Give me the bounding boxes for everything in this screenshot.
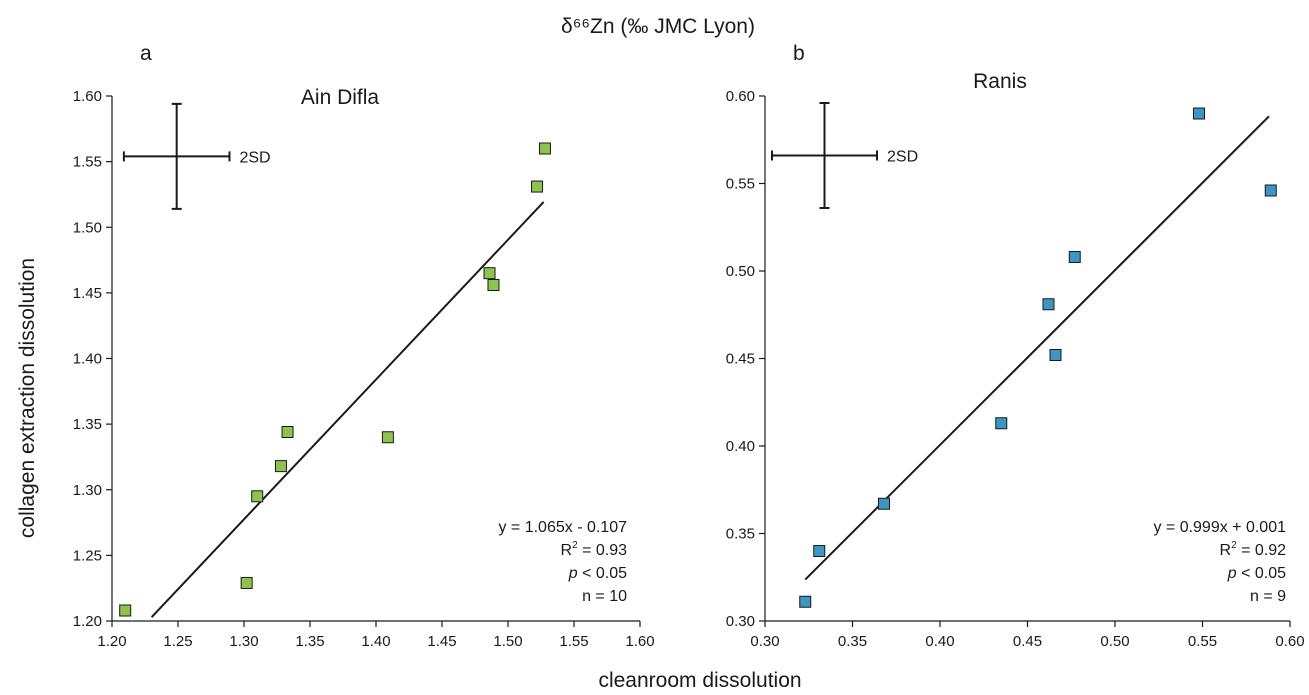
data-point xyxy=(274,460,287,473)
y-tick-label: 1.55 xyxy=(73,154,102,171)
y-tick-label: 0.55 xyxy=(726,176,755,193)
y-tick-label: 1.60 xyxy=(73,88,102,105)
y-axis-label: collagen extraction dissolution xyxy=(16,258,39,538)
y-tick-label: 1.35 xyxy=(73,416,102,433)
y-tick-label: 0.35 xyxy=(726,526,755,543)
y-tick-label: 1.50 xyxy=(73,219,102,236)
r-squared-value: = 0.93 xyxy=(578,542,627,559)
data-point xyxy=(1042,298,1055,311)
x-tick-label: 1.30 xyxy=(229,633,258,650)
sample-size: n = 9 xyxy=(1250,588,1286,605)
data-point xyxy=(1264,184,1277,197)
r-squared-value: = 0.92 xyxy=(1237,542,1286,559)
regression-line xyxy=(150,201,545,618)
panel-b: 0.30 0.35 0.40 0.45 0.50 0.55 0.60 0.30 0.35 0.40… xyxy=(726,42,1305,650)
data-point xyxy=(119,604,132,617)
y-tick-label: 1.40 xyxy=(73,351,102,368)
data-point xyxy=(381,431,394,444)
data-point xyxy=(813,545,826,557)
x-tick-label: 0.30 xyxy=(750,633,779,650)
x-tick-label: 0.60 xyxy=(1275,633,1304,650)
y-tick-label: 1.20 xyxy=(73,613,102,630)
r-squared-prefix: R xyxy=(1220,542,1232,559)
data-point xyxy=(531,180,544,193)
x-tick-label: 0.50 xyxy=(1100,633,1129,650)
r-squared-superscript: 2 xyxy=(1231,540,1237,551)
p-value-text: < 0.05 xyxy=(1237,565,1286,582)
data-point xyxy=(483,267,496,280)
x-tick-label: 0.35 xyxy=(838,633,867,650)
y-tick-label: 1.45 xyxy=(73,285,102,302)
sample-size: n = 10 xyxy=(582,588,627,605)
error-bar-label: 2SD xyxy=(887,149,918,166)
data-point xyxy=(1068,251,1081,263)
p-value: p < 0.05 xyxy=(1227,565,1286,582)
x-tick-label: 1.55 xyxy=(559,633,588,650)
data-point xyxy=(1049,349,1062,361)
panel-letter: a xyxy=(140,42,152,65)
r-squared-prefix: R xyxy=(561,542,573,559)
y-tick-label: 0.40 xyxy=(726,438,755,455)
x-tick-label: 1.45 xyxy=(427,633,456,650)
data-point xyxy=(538,142,551,155)
y-tick-label: 1.25 xyxy=(73,547,102,564)
y-tick-label: 0.50 xyxy=(726,263,755,280)
data-point xyxy=(251,490,264,503)
panel-title: Ain Difla xyxy=(301,86,380,109)
p-symbol: p xyxy=(568,565,578,582)
panel-a: 1.20 1.25 1.30 1.35 1.40 1.45 1.50 1.55 1.60 1.20… xyxy=(73,42,655,650)
p-value-text: < 0.05 xyxy=(578,565,627,582)
y-tick-label: 1.30 xyxy=(73,482,102,499)
p-value: p < 0.05 xyxy=(568,565,627,582)
error-bar-2sd: 2SD xyxy=(122,102,271,210)
r-squared: R2 = 0.93 xyxy=(561,540,628,559)
panel-letter: b xyxy=(793,42,805,65)
x-tick-label: 1.20 xyxy=(97,633,126,650)
x-tick-label: 1.25 xyxy=(163,633,192,650)
p-symbol: p xyxy=(1227,565,1237,582)
y-tick-label: 0.30 xyxy=(726,613,755,630)
regression-equation: y = 0.999x + 0.001 xyxy=(1153,519,1286,536)
x-tick-label: 1.35 xyxy=(295,633,324,650)
x-tick-label: 1.60 xyxy=(625,633,654,650)
r-squared-superscript: 2 xyxy=(572,540,578,551)
r-squared: R2 = 0.92 xyxy=(1220,540,1287,559)
error-bar-2sd: 2SD xyxy=(771,102,918,209)
data-point xyxy=(281,426,294,438)
data-point xyxy=(240,576,253,589)
data-point xyxy=(995,417,1008,430)
y-tick-label: 0.60 xyxy=(726,88,755,105)
x-tick-label: 1.50 xyxy=(493,633,522,650)
top-label: δ⁶⁶Zn (‰ JMC Lyon) xyxy=(561,15,755,38)
data-point xyxy=(799,595,812,608)
x-tick-label: 0.40 xyxy=(925,633,954,650)
panel-title: Ranis xyxy=(973,70,1027,93)
regression-line xyxy=(804,115,1270,581)
x-tick-label: 1.40 xyxy=(361,633,390,650)
x-tick-label: 0.55 xyxy=(1188,633,1217,650)
data-point xyxy=(878,497,890,510)
data-point xyxy=(1193,107,1205,120)
error-bar-label: 2SD xyxy=(239,149,270,166)
y-tick-label: 0.45 xyxy=(726,351,755,368)
x-tick-label: 0.45 xyxy=(1013,633,1042,650)
data-point xyxy=(487,279,500,291)
x-axis-label: cleanroom dissolution xyxy=(598,669,801,692)
regression-equation: y = 1.065x - 0.107 xyxy=(498,519,627,536)
